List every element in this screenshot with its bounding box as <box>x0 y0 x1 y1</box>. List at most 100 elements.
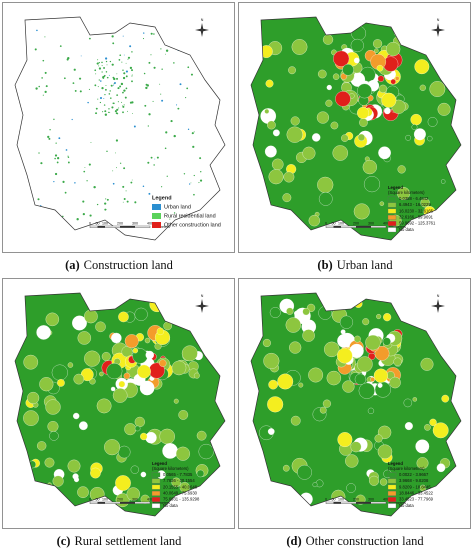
district <box>72 473 79 480</box>
settlement-dot <box>185 97 187 99</box>
district <box>411 124 418 130</box>
settlement-dot <box>134 201 137 204</box>
settlement-dot <box>47 135 50 138</box>
settlement-dot <box>94 84 97 87</box>
scale-unit: Kilometers <box>389 225 406 229</box>
scale-label: 300 <box>132 497 138 501</box>
settlement-dot <box>131 75 133 77</box>
map-panel: N0 50 100 200 300 400KilometersLegend(Square … <box>238 278 471 529</box>
settlement-dot <box>104 110 107 113</box>
settlement-dot <box>67 161 70 164</box>
settlement-dot <box>98 67 102 70</box>
district <box>52 475 64 487</box>
district <box>44 457 55 468</box>
legend-swatch <box>151 484 161 490</box>
district <box>379 478 388 486</box>
legend-swatch <box>387 208 397 214</box>
settlement-dot <box>110 84 112 86</box>
settlement-dot <box>112 170 114 172</box>
scale-label: 200 <box>117 221 123 225</box>
scale-label: 100 <box>102 221 108 225</box>
panel-caption: (c) Rural settlement land <box>57 534 183 548</box>
settlement-dot <box>118 107 120 109</box>
district <box>23 410 39 426</box>
settlement-dot <box>56 161 59 164</box>
legend-label: Rural residential land <box>164 213 216 219</box>
settlement-dot <box>123 167 126 170</box>
settlement-dot <box>105 60 108 63</box>
settlement-dot <box>112 42 115 45</box>
settlement-dot <box>40 162 43 165</box>
settlement-dot <box>129 101 132 104</box>
settlement-dot <box>74 182 76 184</box>
settlement-dot <box>105 57 108 60</box>
district <box>324 341 340 358</box>
district <box>326 84 332 91</box>
settlement-dot <box>74 89 77 92</box>
district <box>350 441 362 453</box>
compass: N <box>431 294 445 313</box>
settlement-dot <box>148 192 151 195</box>
district <box>374 381 391 398</box>
district <box>37 441 47 451</box>
district <box>346 483 356 493</box>
legend-label: 75.6931 - 135.9298 <box>163 497 200 502</box>
settlement-dot <box>97 98 99 100</box>
district <box>267 428 275 435</box>
settlement-dot <box>44 90 47 94</box>
settlement-dot <box>153 164 155 166</box>
district <box>115 475 131 491</box>
legend-swatch <box>387 221 397 226</box>
settlement-dot <box>38 85 40 88</box>
district <box>45 399 61 415</box>
district <box>51 364 68 381</box>
district <box>404 422 413 431</box>
settlement-dot <box>148 113 151 116</box>
scale-bar-fill <box>356 226 371 228</box>
settlement-dot <box>173 134 176 138</box>
legend-swatch <box>387 497 397 502</box>
scale-label: 50 <box>96 221 100 225</box>
settlement-dot <box>93 185 96 189</box>
legend-swatch <box>387 214 397 220</box>
panel-caption: (b) Urban land <box>317 258 393 272</box>
settlement-dot <box>49 129 51 131</box>
settlement-dot <box>90 141 92 143</box>
settlement-dot <box>125 87 128 90</box>
settlement-dot <box>82 213 85 216</box>
district <box>290 415 301 426</box>
district <box>325 99 333 107</box>
district <box>110 386 116 392</box>
scale-bar-fill <box>333 226 341 228</box>
legend-swatch <box>151 503 161 509</box>
settlement-dot <box>131 69 133 72</box>
settlement-dot <box>66 58 69 61</box>
district <box>277 373 294 390</box>
district <box>332 73 340 80</box>
settlement-dot <box>36 29 38 32</box>
settlement-dot <box>122 105 125 108</box>
scale-label: 200 <box>353 221 359 225</box>
settlement-dot <box>193 193 195 196</box>
settlement-dot <box>148 61 151 64</box>
district <box>379 201 385 206</box>
district <box>95 321 106 333</box>
district <box>359 118 368 127</box>
district <box>49 431 59 441</box>
district <box>77 486 89 498</box>
district <box>36 325 51 340</box>
district <box>354 335 361 343</box>
district <box>268 379 278 390</box>
district <box>267 396 284 413</box>
settlement-dot <box>84 166 86 168</box>
scale-label: 0 <box>89 221 91 225</box>
legend-label: 32.6166 - 59.9691 <box>399 215 434 220</box>
settlement-dot <box>125 62 127 64</box>
district <box>193 372 200 379</box>
settlement-dot <box>120 82 124 86</box>
district <box>432 422 449 439</box>
legend-swatch <box>387 503 397 509</box>
scale-label: 300 <box>132 221 138 225</box>
